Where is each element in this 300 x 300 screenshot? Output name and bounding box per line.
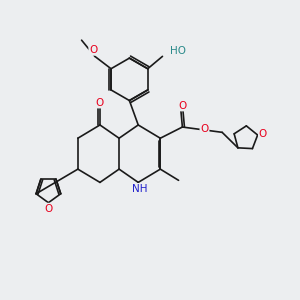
Text: O: O [44, 204, 52, 214]
Text: O: O [178, 100, 187, 110]
Text: O: O [89, 45, 98, 55]
Text: NH: NH [132, 184, 147, 194]
Text: HO: HO [170, 46, 186, 56]
Text: O: O [259, 128, 267, 139]
Text: O: O [200, 124, 208, 134]
Text: O: O [96, 98, 104, 108]
